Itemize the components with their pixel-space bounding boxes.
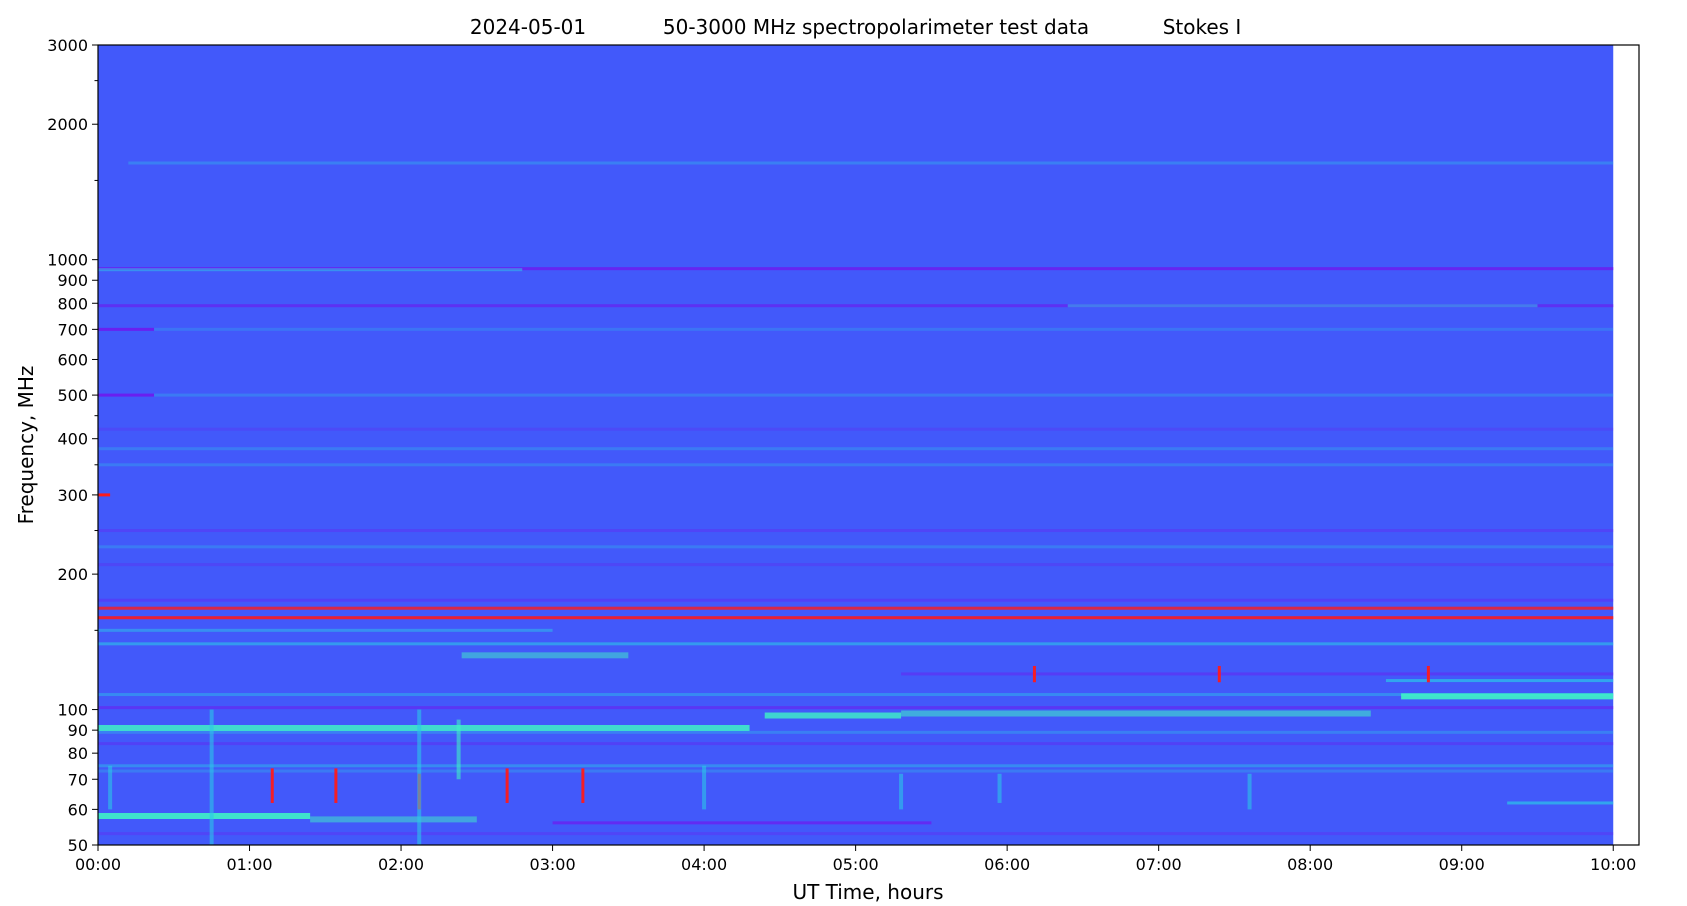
- band-12: [98, 493, 111, 497]
- band-2: [98, 268, 523, 272]
- burst-9: [702, 765, 707, 810]
- band-0: [128, 161, 1614, 165]
- y-tick-label: 2000: [47, 115, 88, 134]
- y-tick-label: 90: [68, 721, 88, 740]
- band-30: [98, 730, 1614, 734]
- burst-0: [108, 765, 113, 810]
- x-tick-label: 04:00: [681, 855, 727, 874]
- plot-area: [98, 45, 1614, 845]
- band-31: [98, 742, 1614, 746]
- band-33: [98, 769, 1614, 773]
- x-tick-label: 01:00: [226, 855, 272, 874]
- band-22: [901, 672, 1614, 676]
- y-tick-label: 300: [57, 486, 88, 505]
- x-tick-label: 09:00: [1439, 855, 1485, 874]
- x-tick-label: 00:00: [75, 855, 121, 874]
- band-32: [98, 764, 1614, 768]
- band-25: [1401, 693, 1614, 700]
- y-tick-label: 3000: [47, 36, 88, 55]
- band-16: [98, 598, 1614, 602]
- band-4: [1067, 304, 1538, 308]
- burst-15: [1426, 665, 1430, 683]
- band-5: [98, 327, 155, 331]
- band-14: [98, 545, 1614, 549]
- chart-title-main: 50-3000 MHz spectropolarimeter test data: [663, 15, 1089, 39]
- band-21: [461, 652, 629, 659]
- y-axis-label: Frequency, MHz: [14, 366, 38, 525]
- burst-5: [417, 709, 422, 845]
- x-tick-label: 07:00: [1136, 855, 1182, 874]
- y-tick-label: 80: [68, 744, 88, 763]
- x-tick-label: 08:00: [1287, 855, 1333, 874]
- x-tick-label: 05:00: [833, 855, 879, 874]
- burst-14: [1247, 773, 1252, 810]
- band-29: [98, 724, 750, 731]
- x-tick-label: 06:00: [984, 855, 1030, 874]
- chart-title-stokes: Stokes I: [1163, 15, 1242, 39]
- y-tick-label: 900: [57, 271, 88, 290]
- x-tick-label: 10:00: [1590, 855, 1636, 874]
- y-tick-label: 50: [68, 836, 88, 855]
- band-13: [98, 529, 1614, 533]
- band-8: [154, 393, 1614, 397]
- band-34: [1507, 801, 1614, 805]
- x-axis-ticks: 00:00 01:00 02:00 03:00 04:00 05:00 06:00 07:00…: [75, 845, 1636, 874]
- y-tick-label: 800: [57, 294, 88, 313]
- band-28: [901, 710, 1371, 717]
- band-17: [98, 606, 1614, 610]
- burst-7: [505, 768, 509, 803]
- burst-8: [581, 768, 585, 803]
- emission-bands: [98, 161, 1614, 836]
- y-tick-label: 60: [68, 800, 88, 819]
- band-26: [98, 706, 1614, 710]
- y-tick-label: 400: [57, 430, 88, 449]
- band-1: [98, 267, 1614, 271]
- band-9: [98, 427, 1614, 431]
- y-tick-label: 600: [57, 350, 88, 369]
- band-36: [310, 816, 477, 823]
- band-11: [98, 463, 1614, 467]
- x-axis-label: UT Time, hours: [792, 880, 943, 904]
- band-38: [98, 832, 1614, 836]
- band-19: [98, 628, 553, 632]
- y-tick-label: 700: [57, 320, 88, 339]
- burst-11: [997, 773, 1002, 803]
- band-20: [98, 642, 1614, 646]
- chart-title-date: 2024-05-01: [470, 15, 586, 39]
- band-27: [764, 712, 902, 719]
- burst-1: [209, 709, 214, 845]
- y-tick-label: 100: [57, 701, 88, 720]
- y-tick-label: 500: [57, 386, 88, 405]
- burst-3: [334, 768, 338, 803]
- band-7: [98, 393, 155, 397]
- x-tick-label: 02:00: [378, 855, 424, 874]
- emission-bursts: [108, 665, 1430, 845]
- axes-frame: [97, 44, 1640, 846]
- band-10: [98, 447, 1614, 451]
- burst-13: [1217, 665, 1221, 683]
- band-18: [98, 616, 1614, 620]
- y-tick-label: 200: [57, 565, 88, 584]
- band-23: [1385, 679, 1614, 683]
- band-35: [98, 813, 311, 819]
- band-6: [154, 327, 1614, 331]
- y-tick-label: 1000: [47, 251, 88, 270]
- burst-12: [1032, 665, 1036, 683]
- burst-10: [899, 773, 904, 810]
- burst-2: [270, 768, 274, 803]
- band-3: [98, 304, 1614, 308]
- band-37: [552, 821, 932, 825]
- x-tick-label: 03:00: [530, 855, 576, 874]
- band-15: [98, 563, 1614, 567]
- burst-6: [456, 719, 461, 780]
- y-tick-label: 70: [68, 770, 88, 789]
- band-24: [98, 693, 1614, 697]
